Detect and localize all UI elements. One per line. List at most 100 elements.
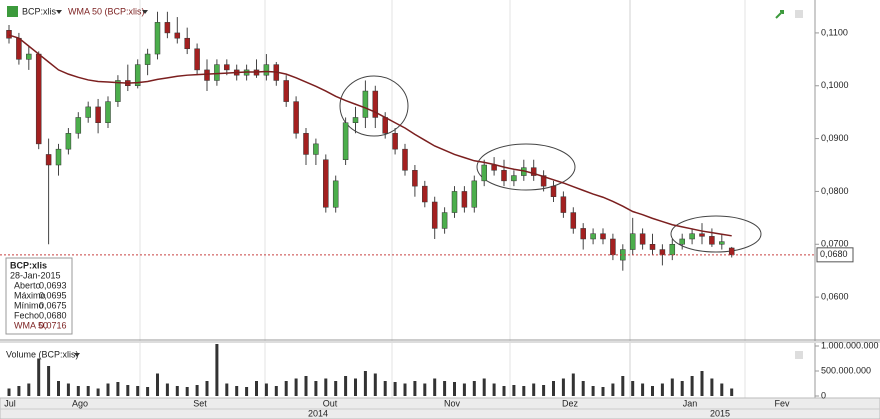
candle-body [481, 164, 487, 182]
volume-label[interactable]: Volume (BCP:xlis) [6, 349, 79, 359]
volume-bar [274, 386, 278, 396]
info-row-value: 0,0695 [39, 290, 67, 300]
x-tick-label: Dez [562, 398, 579, 408]
volume-bar [542, 385, 546, 396]
candle-body [392, 133, 398, 150]
x-tick-label: Set [193, 398, 207, 408]
volume-bar [710, 378, 714, 396]
candle-body [105, 101, 111, 123]
vol-y-tick-label: 1.000.000.000 [821, 340, 879, 350]
volume-bar [37, 358, 41, 396]
volume-bar [294, 378, 298, 396]
volume-bar [156, 373, 159, 396]
volume-bar [106, 383, 110, 396]
wma-line [8, 34, 732, 237]
plot [6, 11, 735, 396]
x-tick-label: Nov [444, 398, 461, 408]
candle-body [164, 22, 171, 34]
volume-bar [146, 387, 150, 396]
candle-body [352, 117, 359, 123]
info-row-value: 0,0693 [39, 280, 67, 290]
volume-bar [264, 383, 268, 396]
volume-bar [631, 381, 635, 396]
volume-bar [403, 383, 407, 396]
candle-body [431, 201, 438, 229]
volume-bar [27, 383, 31, 396]
volume-bar [165, 383, 169, 396]
candle-body [174, 32, 181, 39]
info-date: 28-Jan-2015 [10, 270, 61, 280]
close-icon[interactable] [795, 351, 803, 359]
x-tick-label: Jul [4, 398, 16, 408]
candle-body [441, 212, 448, 229]
last-price-box [816, 247, 854, 263]
candle-body [471, 180, 478, 208]
volume-bar [680, 381, 684, 396]
volume-bar [730, 388, 734, 396]
candle-body [511, 175, 517, 182]
dropdown-arrow[interactable] [56, 10, 62, 14]
y-tick-label: 0,0900 [821, 133, 849, 143]
candle-body [16, 37, 22, 60]
close-icon[interactable] [795, 10, 803, 18]
candle-body [332, 180, 339, 208]
candle-body [194, 48, 200, 71]
volume-bar [660, 383, 664, 396]
info-box: BCP:xlis 28-Jan-2015 Aberto0,0693Máximo0… [5, 257, 73, 335]
volume-bar [552, 381, 555, 396]
x-tick-label: Fev [774, 398, 790, 408]
info-row-value: 0,0680 [39, 310, 67, 320]
candle-body [372, 90, 379, 118]
volume-bar [670, 378, 674, 396]
candle-body [422, 185, 428, 203]
candle-body [540, 175, 547, 187]
candle-body [115, 80, 121, 102]
indicator-label[interactable]: WMA 50 (BCP:xlis) [68, 6, 145, 16]
volume-bar [66, 383, 70, 396]
info-row-label: Máximo [14, 290, 46, 300]
volume-bar [324, 378, 328, 396]
candle-body [610, 238, 616, 256]
volume-bar [512, 385, 516, 396]
candle-body [134, 64, 141, 87]
candle-body [214, 64, 220, 81]
volume-bar [126, 385, 130, 396]
volume-bar [76, 386, 80, 396]
volume-bar [611, 383, 615, 396]
volume-bar [532, 383, 536, 396]
candle-body [560, 196, 567, 213]
dropdown-arrow[interactable] [74, 353, 80, 357]
candle-body [402, 148, 408, 171]
volume-bar [255, 381, 258, 396]
volume-bar [215, 344, 219, 396]
candle-body [699, 233, 705, 237]
volume-bar [363, 371, 367, 396]
volume-bar [96, 388, 100, 396]
symbol-label[interactable]: BCP:xlis [22, 6, 57, 16]
candle-body [639, 233, 646, 245]
candle-body [362, 90, 369, 118]
volume-bar [225, 383, 229, 396]
candle-body [85, 106, 91, 118]
volume-bar [591, 386, 595, 396]
volume-bar [581, 381, 585, 396]
volume-bar [443, 381, 447, 396]
info-row-label: Aberto [14, 280, 41, 290]
volume-bar [136, 386, 140, 396]
info-row-label: Mínimo [14, 300, 44, 310]
x-tick-label: Out [323, 398, 338, 408]
candle-body [75, 117, 82, 134]
candle-body [580, 228, 586, 240]
volume-bar [472, 381, 476, 396]
volume-bar [195, 385, 199, 396]
candle-body [184, 37, 190, 50]
candle-body [728, 247, 735, 256]
candle-body [570, 212, 577, 229]
volume-bar [334, 381, 338, 396]
dropdown-arrow[interactable] [142, 10, 148, 14]
candle-body [669, 244, 676, 256]
candle-body [689, 233, 695, 240]
expand-icon[interactable] [775, 10, 784, 19]
candle-body [709, 236, 715, 245]
